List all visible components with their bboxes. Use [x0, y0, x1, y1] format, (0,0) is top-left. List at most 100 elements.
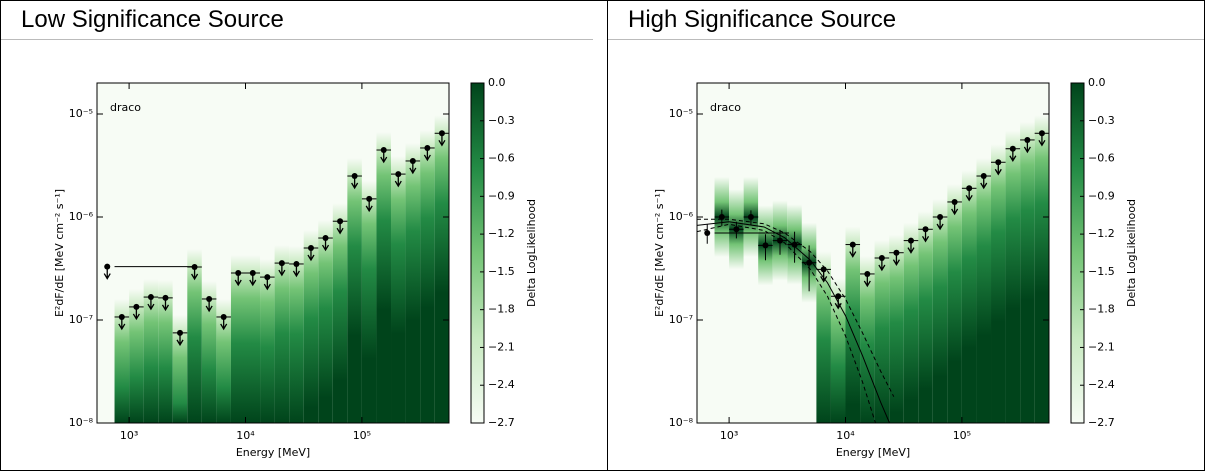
colorbar-tick-label: −0.6 [488, 152, 515, 165]
point [907, 237, 914, 244]
colorbar [1070, 82, 1085, 424]
colorbar-tick-label: −2.4 [1088, 378, 1115, 391]
colorbar-tick-label: −0.3 [488, 114, 515, 127]
point [791, 241, 798, 248]
point [322, 235, 329, 242]
likelihood-column [187, 83, 202, 423]
likelihood-column [1020, 83, 1035, 423]
colorbar-tick-label: −0.3 [1088, 114, 1115, 127]
point [424, 144, 431, 151]
colorbar-tick-label: −1.8 [488, 303, 515, 316]
point [293, 260, 300, 267]
point [133, 303, 140, 310]
header-rule [608, 39, 1204, 40]
x-tick-label: 10³ [720, 429, 738, 442]
point [235, 269, 242, 276]
point [191, 264, 198, 271]
y-axis-label: E²dF/dE [MeV cm⁻² s⁻¹] [653, 189, 666, 317]
likelihood-column [332, 83, 348, 423]
point [147, 294, 154, 301]
point [409, 157, 416, 164]
point [718, 214, 725, 221]
point [806, 259, 813, 266]
colorbar-label: Delta LogLikelihood [1125, 199, 1138, 307]
colorbar-tick-label: −1.5 [1088, 265, 1115, 278]
point [704, 229, 711, 236]
point [438, 130, 445, 137]
colorbar-tick-label: −0.9 [488, 189, 515, 202]
colorbar-tick-label: 0.0 [488, 76, 506, 89]
likelihood-column [714, 83, 730, 423]
y-tick-label: 10⁻⁶ [669, 210, 694, 223]
x-tick-label: 10⁵ [953, 429, 971, 442]
likelihood-column [361, 83, 377, 423]
point [337, 218, 344, 225]
likelihood-column [961, 83, 977, 423]
likelihood-column [158, 83, 173, 423]
likelihood-column [201, 83, 217, 423]
chart: 10³ 10⁴ 10⁵ 10⁻⁸ 10⁻⁷ 10⁻⁶ 10⁻⁵ draco Energy [Me… [653, 76, 1138, 459]
point [922, 226, 929, 233]
likelihood-column [114, 83, 130, 423]
point [966, 185, 973, 192]
likelihood-column [420, 83, 435, 423]
likelihood-column [289, 83, 304, 423]
point [177, 329, 184, 336]
point [249, 269, 256, 276]
point [733, 226, 740, 233]
colorbar-tick-label: −2.4 [488, 378, 515, 391]
likelihood-column [729, 83, 744, 423]
likelihood-column [991, 83, 1006, 423]
colorbar-tick-label: −0.6 [1088, 152, 1115, 165]
x-tick-label: 10⁵ [353, 429, 371, 442]
point [278, 260, 285, 267]
likelihood-column [347, 83, 362, 423]
colorbar-tick-label: −2.7 [488, 416, 515, 429]
colorbar-tick-label: −1.8 [1088, 303, 1115, 316]
point [995, 159, 1002, 166]
point [762, 242, 769, 249]
y-tick-label: 10⁻⁵ [69, 107, 93, 120]
point [366, 195, 373, 202]
likelihood-column [1005, 83, 1021, 423]
point [820, 266, 827, 273]
point [395, 171, 402, 178]
point [1038, 130, 1045, 137]
likelihood-column [743, 83, 759, 423]
point [1009, 145, 1016, 152]
x-tick-label: 10⁴ [236, 429, 255, 442]
likelihood-column [918, 83, 933, 423]
header: Low Significance Source [21, 6, 284, 33]
point [206, 295, 213, 302]
annotation: draco [710, 101, 741, 114]
likelihood-column [932, 83, 948, 423]
point [777, 237, 784, 244]
point [893, 249, 900, 256]
likelihood-column [434, 83, 449, 423]
colorbar-tick-label: −1.5 [488, 265, 515, 278]
y-tick-label: 10⁻⁶ [69, 210, 94, 223]
likelihood-column [172, 83, 188, 423]
likelihood-column [143, 83, 159, 423]
y-axis-label: E²dF/dE [MeV cm⁻² s⁻¹] [53, 189, 66, 317]
right-cell: High Significance Source 10³ 10⁴ 10⁵ 10⁻⁸ 10… [607, 0, 1205, 471]
point [835, 293, 842, 300]
point [747, 214, 754, 221]
x-axis-label: Energy [MeV] [236, 446, 310, 459]
x-tick-label: 10³ [120, 429, 138, 442]
colorbar-tick-label: −2.7 [1088, 416, 1115, 429]
y-tick-label: 10⁻⁸ [669, 416, 694, 429]
y-tick-label: 10⁻⁵ [669, 107, 693, 120]
likelihood-column [947, 83, 962, 423]
colorbar-tick-label: −1.2 [1088, 227, 1115, 240]
point [220, 313, 227, 320]
colorbar-tick-label: −0.9 [1088, 189, 1115, 202]
point [351, 173, 358, 180]
likelihood-column [391, 83, 406, 423]
colorbar-tick-label: 0.0 [1088, 76, 1106, 89]
point [849, 241, 856, 248]
chart: 10³ 10⁴ 10⁵ 10⁻⁸ 10⁻⁷ 10⁻⁶ 10⁻⁵ draco Energy [Me… [53, 76, 538, 459]
colorbar-tick-label: −2.1 [488, 340, 515, 353]
header: High Significance Source [628, 6, 897, 33]
